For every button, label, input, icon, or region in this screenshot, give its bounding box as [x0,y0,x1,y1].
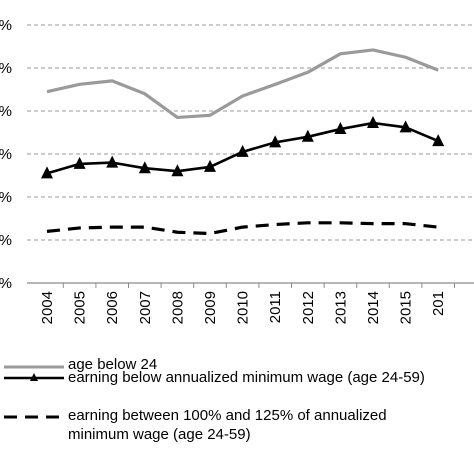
y-tick-label: 0% [0,146,12,163]
legend-label: earning below annualized minimum wage (a… [68,369,425,386]
x-tick-label: 2008 [169,291,186,324]
x-tick-label: 2006 [104,291,121,324]
x-tick-label: 2013 [332,291,349,324]
x-tick-label: 201 [430,291,447,316]
y-tick-labels: 0% 0% 0% 0% 0% 0% 0% [0,17,12,292]
x-tick-label: 2010 [235,291,252,324]
legend-swatch-dashed-line [4,415,64,419]
data-point-marker [367,116,379,129]
data-point-marker [432,134,445,147]
x-tick-label: 2009 [202,291,219,324]
x-tick-labels: 2004 2005 2006 2007 2008 2009 2010 2011 2012 2013… [39,283,455,324]
x-tick-label: 2015 [398,291,415,324]
data-point-marker [236,144,249,157]
data-point-marker [269,135,282,148]
data-point-marker [204,159,216,172]
data-point-marker [73,156,86,169]
x-tick-label: 2014 [365,291,382,324]
data-point-marker [106,155,119,168]
y-tick-label: 0% [0,17,12,34]
x-tick-label: 2005 [72,291,89,324]
series-line-1 [46,48,439,120]
legend-swatch-triangle-line [4,373,64,381]
x-tick-label: 2004 [39,291,56,324]
y-tick-label: 0% [0,232,12,249]
gridlines [27,24,474,241]
y-tick-label: 0% [0,103,12,120]
data-point-marker [41,166,53,179]
y-tick-label: 0% [0,60,12,77]
data-point-marker [301,129,314,142]
x-tick-label: 2012 [300,291,317,324]
data-point-marker [399,120,412,133]
legend-label-line-1: earning between 100% and 125% of annuali… [68,407,387,424]
data-point-marker [334,122,347,135]
series-lines [41,48,445,236]
legend-swatch-grey-line [4,365,64,369]
legend-label: age below 24 [68,356,158,373]
data-point-marker [171,164,184,177]
x-tick-label: 2011 [267,291,284,323]
y-tick-label: 0% [0,189,12,206]
y-tick-label: 0% [0,275,12,292]
legend-label-line-2: minimum wage (age 24-59) [68,426,251,443]
series-line-3 [46,221,439,236]
x-tick-label: 2007 [137,291,154,324]
data-point-marker [138,161,151,174]
